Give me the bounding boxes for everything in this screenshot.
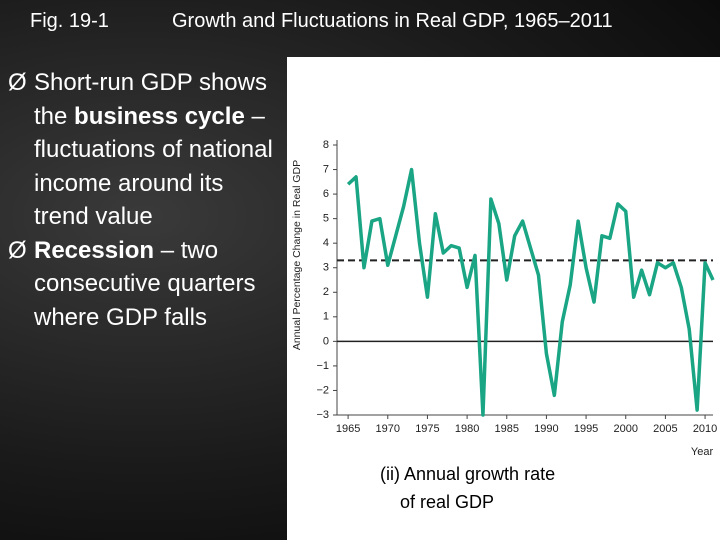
slide-title: Growth and Fluctuations in Real GDP, 196…	[172, 10, 613, 32]
y-tick-label: 7	[323, 163, 329, 175]
x-tick-label: 1970	[376, 423, 400, 435]
bullet-icon: Ø	[8, 69, 27, 96]
bullet-icon: Ø	[8, 236, 27, 264]
y-axis-label: Annual Percentage Change in Real GDP	[291, 160, 303, 350]
x-tick-label: 1965	[336, 423, 360, 435]
chart-panel	[287, 57, 720, 540]
x-tick-label: 1995	[574, 423, 598, 435]
y-tick-label: 6	[323, 188, 329, 200]
y-tick-label: 0	[323, 335, 329, 347]
x-tick-label: 1985	[495, 423, 519, 435]
fig-label: Fig. 19-1	[30, 10, 109, 32]
bullet-text: Short-run GDP shows the	[34, 69, 267, 130]
x-tick-label: 2010	[693, 423, 717, 435]
bullet-list: Ø Short-run GDP shows the business cycle …	[8, 66, 278, 334]
y-tick-label: −2	[316, 384, 329, 396]
x-tick-label: 2005	[653, 423, 677, 435]
bullet-text: Recession	[34, 236, 155, 264]
bullet: Ø Short-run GDP shows the business cycle …	[8, 66, 278, 234]
x-axis-label: Year	[691, 446, 714, 458]
y-tick-label: −3	[316, 409, 329, 421]
data-line	[346, 167, 715, 417]
bullet-text: – two consecutive quarters where GDP fal…	[34, 236, 256, 331]
y-tick-label: 8	[323, 139, 329, 151]
x-tick-label: 1980	[455, 423, 479, 435]
y-tick-label: 4	[323, 237, 329, 249]
y-tick-label: 1	[323, 311, 329, 323]
y-tick-label: −1	[316, 360, 329, 372]
y-tick-label: 5	[323, 213, 329, 225]
caption: (ii) Annual growth rate	[380, 464, 555, 484]
x-tick-label: 2000	[614, 423, 638, 435]
x-tick-label: 1990	[534, 423, 558, 435]
y-tick-label: 3	[323, 262, 329, 274]
y-tick-label: 2	[323, 286, 329, 298]
bullet-text: – fluctuations of national income around…	[34, 102, 273, 231]
bullet: Ø Recession – two consecutive quarters wh…	[8, 234, 278, 335]
x-tick-label: 1975	[415, 423, 439, 435]
caption: of real GDP	[400, 492, 494, 512]
bullet-text: business cycle	[74, 102, 245, 130]
